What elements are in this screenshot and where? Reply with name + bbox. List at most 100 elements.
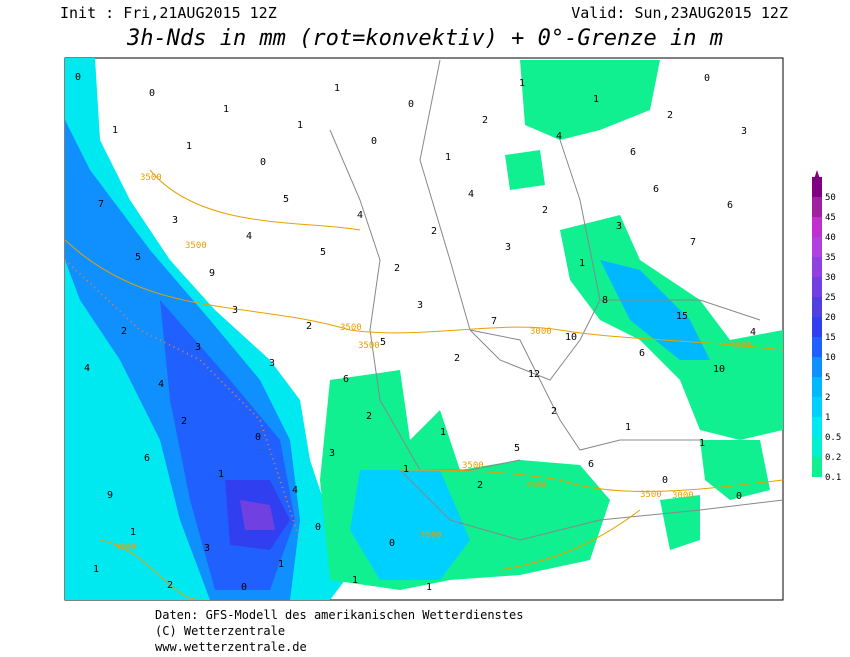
precip-value: 0 bbox=[704, 73, 710, 84]
precip-value: 1 bbox=[112, 125, 118, 136]
precip-value: 1 bbox=[699, 438, 705, 449]
footer-source: Daten: GFS-Modell des amerikanischen Wet… bbox=[155, 608, 523, 622]
precip-value: 0 bbox=[736, 491, 742, 502]
precip-value: 5 bbox=[320, 247, 326, 258]
precip-value: 10 bbox=[713, 364, 725, 375]
precip-value: 1 bbox=[625, 422, 631, 433]
precip-value: 0 bbox=[255, 432, 261, 443]
scale-box bbox=[812, 357, 822, 377]
precip-value: 5 bbox=[283, 194, 289, 205]
precip-value: 2 bbox=[366, 411, 372, 422]
contour-label: 3500 bbox=[340, 323, 362, 333]
contour-label: 3500 bbox=[640, 490, 662, 500]
contour-label: 3000 bbox=[530, 327, 552, 337]
precip-value: 0 bbox=[241, 582, 247, 593]
precip-value: 6 bbox=[653, 184, 659, 195]
scale-box bbox=[812, 437, 822, 457]
precip-value: 12 bbox=[528, 369, 540, 380]
scale-label: 25 bbox=[825, 293, 836, 303]
precip-value: 2 bbox=[482, 115, 488, 126]
scale-label: 2 bbox=[825, 393, 830, 403]
scale-box bbox=[812, 297, 822, 317]
precip-value: 4 bbox=[84, 363, 90, 374]
precip-value: 3 bbox=[329, 448, 335, 459]
scale-box bbox=[812, 317, 822, 337]
scale-label: 45 bbox=[825, 213, 836, 223]
valid-time: Valid: Sun,23AUG2015 12Z bbox=[571, 4, 788, 22]
scale-label: 40 bbox=[825, 233, 836, 243]
precip-value: 2 bbox=[542, 205, 548, 216]
precip-value: 1 bbox=[519, 78, 525, 89]
precip-value: 2 bbox=[306, 321, 312, 332]
precip-value: 3 bbox=[417, 300, 423, 311]
precip-value: 4 bbox=[246, 231, 252, 242]
contour-label: 3500 bbox=[140, 173, 162, 183]
footer-copyright: (C) Wetterzentrale bbox=[155, 624, 285, 638]
precip-value: 5 bbox=[514, 443, 520, 454]
precip-value: 2 bbox=[167, 580, 173, 591]
precip-value: 1 bbox=[579, 258, 585, 269]
footer-url: www.wetterzentrale.de bbox=[155, 640, 307, 654]
precip-value: 3 bbox=[269, 358, 275, 369]
scale-label: 20 bbox=[825, 313, 836, 323]
scale-box bbox=[812, 397, 822, 417]
precip-value: 0 bbox=[260, 157, 266, 168]
precip-value: 6 bbox=[588, 459, 594, 470]
precip-value: 1 bbox=[440, 427, 446, 438]
scale-box bbox=[812, 177, 822, 197]
precip-value: 2 bbox=[431, 226, 437, 237]
precip-value: 7 bbox=[98, 199, 104, 210]
precip-value: 15 bbox=[676, 311, 688, 322]
scale-label: 5 bbox=[825, 373, 830, 383]
precip-value: 2 bbox=[394, 263, 400, 274]
map-area: 3500350035003500350035003500300030003000… bbox=[64, 57, 784, 601]
precip-value: 6 bbox=[144, 453, 150, 464]
precip-value: 1 bbox=[278, 559, 284, 570]
scale-label: 0.5 bbox=[825, 433, 841, 443]
precip-value: 1 bbox=[426, 582, 432, 593]
precip-value: 9 bbox=[107, 490, 113, 501]
precip-value: 0 bbox=[408, 99, 414, 110]
scale-label: 10 bbox=[825, 353, 836, 363]
precip-value: 0 bbox=[149, 88, 155, 99]
scale-box bbox=[812, 217, 822, 237]
precip-value: 1 bbox=[297, 120, 303, 131]
precip-value: 4 bbox=[357, 210, 363, 221]
precip-value: 3 bbox=[232, 305, 238, 316]
precip-value: 7 bbox=[491, 316, 497, 327]
precip-value: 2 bbox=[121, 326, 127, 337]
precip-value: 1 bbox=[352, 575, 358, 586]
contour-label: 3500 bbox=[462, 461, 484, 471]
scale-box bbox=[812, 457, 822, 477]
scale-label: 1 bbox=[825, 413, 830, 423]
precip-value: 1 bbox=[223, 104, 229, 115]
precip-value: 2 bbox=[551, 406, 557, 417]
precip-value: 1 bbox=[218, 469, 224, 480]
precip-value: 0 bbox=[75, 72, 81, 83]
precip-value: 4 bbox=[468, 189, 474, 200]
precip-value: 6 bbox=[630, 147, 636, 158]
precip-value: 4 bbox=[556, 131, 562, 142]
precip-value: 3 bbox=[172, 215, 178, 226]
scale-box bbox=[812, 257, 822, 277]
contour-label: 3000 bbox=[115, 543, 137, 553]
scale-box bbox=[812, 197, 822, 217]
precip-value: 9 bbox=[209, 268, 215, 279]
contour-label: 3500 bbox=[420, 531, 442, 541]
contour-label: 3000 bbox=[730, 341, 752, 351]
contour-label: 3500 bbox=[358, 341, 380, 351]
precip-value: 6 bbox=[343, 374, 349, 385]
precip-value: 1 bbox=[186, 141, 192, 152]
precip-value: 0 bbox=[662, 475, 668, 486]
precip-value: 1 bbox=[593, 94, 599, 105]
map-title: 3h-Nds in mm (rot=konvektiv) + 0°-Grenze… bbox=[126, 26, 723, 51]
precip-value: 6 bbox=[639, 348, 645, 359]
contour-label: 3500 bbox=[525, 481, 547, 491]
precip-value: 4 bbox=[750, 327, 756, 338]
precip-value: 2 bbox=[454, 353, 460, 364]
scale-box bbox=[812, 337, 822, 357]
scale-box bbox=[812, 237, 822, 257]
scale-label: 35 bbox=[825, 253, 836, 263]
